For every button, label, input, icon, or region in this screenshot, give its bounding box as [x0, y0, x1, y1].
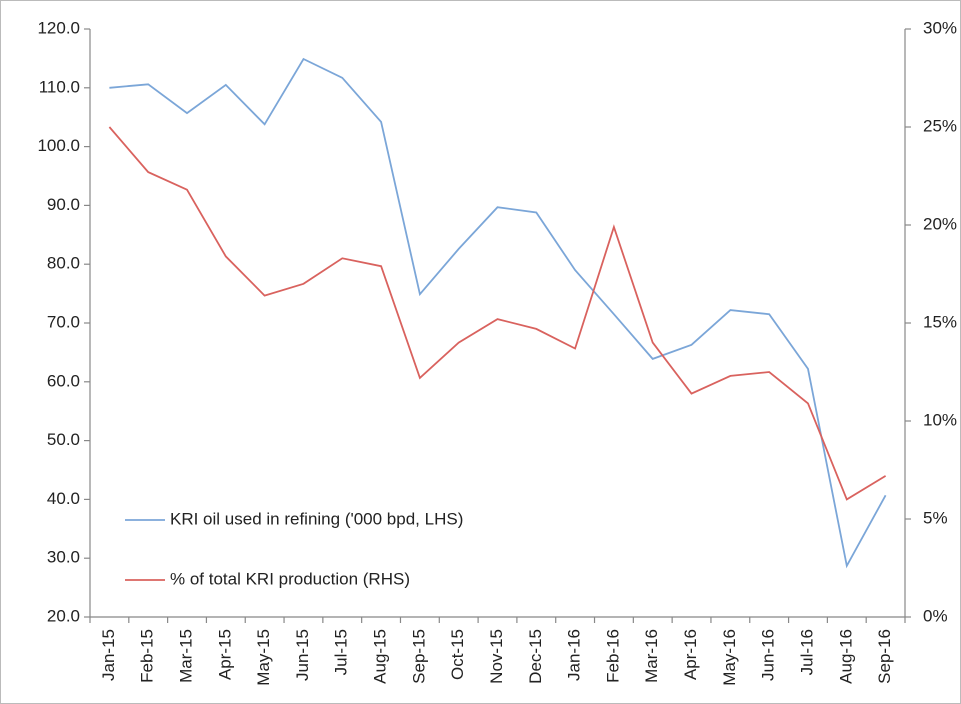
y2-tick-label: 15% [923, 312, 957, 331]
x-tick-label: Jul-16 [797, 629, 816, 675]
x-tick-label: Sep-15 [409, 629, 428, 684]
x-tick-label: May-16 [720, 629, 739, 686]
x-tick-label: Oct-15 [448, 629, 467, 680]
x-tick-label: May-15 [254, 629, 273, 686]
y-tick-label: 50.0 [47, 430, 80, 449]
x-tick-label: Apr-16 [681, 629, 700, 680]
y-tick-label: 90.0 [47, 195, 80, 214]
y-tick-label: 70.0 [47, 312, 80, 331]
y-tick-label: 30.0 [47, 548, 80, 567]
x-tick-label: Feb-16 [603, 629, 622, 683]
y2-tick-label: 20% [923, 214, 957, 233]
x-tick-label: Jul-15 [332, 629, 351, 675]
x-tick-label: Jun-15 [293, 629, 312, 681]
y-tick-label: 110.0 [39, 77, 80, 96]
legend-label: KRI oil used in refining ('000 bpd, LHS) [170, 509, 463, 528]
y2-tick-label: 10% [923, 410, 957, 429]
y-tick-label: 100.0 [37, 136, 80, 155]
x-tick-label: Jun-16 [759, 629, 778, 681]
x-tick-label: Feb-15 [138, 629, 157, 683]
y-tick-label: 40.0 [47, 489, 80, 508]
x-tick-label: Nov-15 [487, 629, 506, 684]
y-tick-label: 20.0 [47, 606, 80, 625]
x-tick-label: Apr-15 [215, 629, 234, 680]
x-tick-label: Mar-16 [642, 629, 661, 683]
y-tick-label: 60.0 [47, 371, 80, 390]
series-line [109, 57, 887, 569]
x-tick-label: Sep-16 [875, 629, 894, 684]
x-tick-label: Aug-15 [371, 629, 390, 684]
x-tick-label: Aug-16 [836, 629, 855, 684]
x-tick-label: Jan-16 [565, 629, 584, 681]
x-tick-label: Dec-15 [526, 629, 545, 684]
y2-tick-label: 5% [923, 508, 948, 527]
series-line [108, 126, 887, 501]
y-tick-label: 80.0 [47, 254, 80, 273]
y-tick-label: 120.0 [37, 18, 80, 37]
legend-label: % of total KRI production (RHS) [170, 569, 410, 588]
x-tick-label: Mar-15 [177, 629, 196, 683]
y2-tick-label: 0% [923, 606, 948, 625]
y2-tick-label: 25% [923, 116, 957, 135]
y2-tick-label: 30% [923, 18, 957, 37]
x-tick-label: Jan-15 [99, 629, 118, 681]
